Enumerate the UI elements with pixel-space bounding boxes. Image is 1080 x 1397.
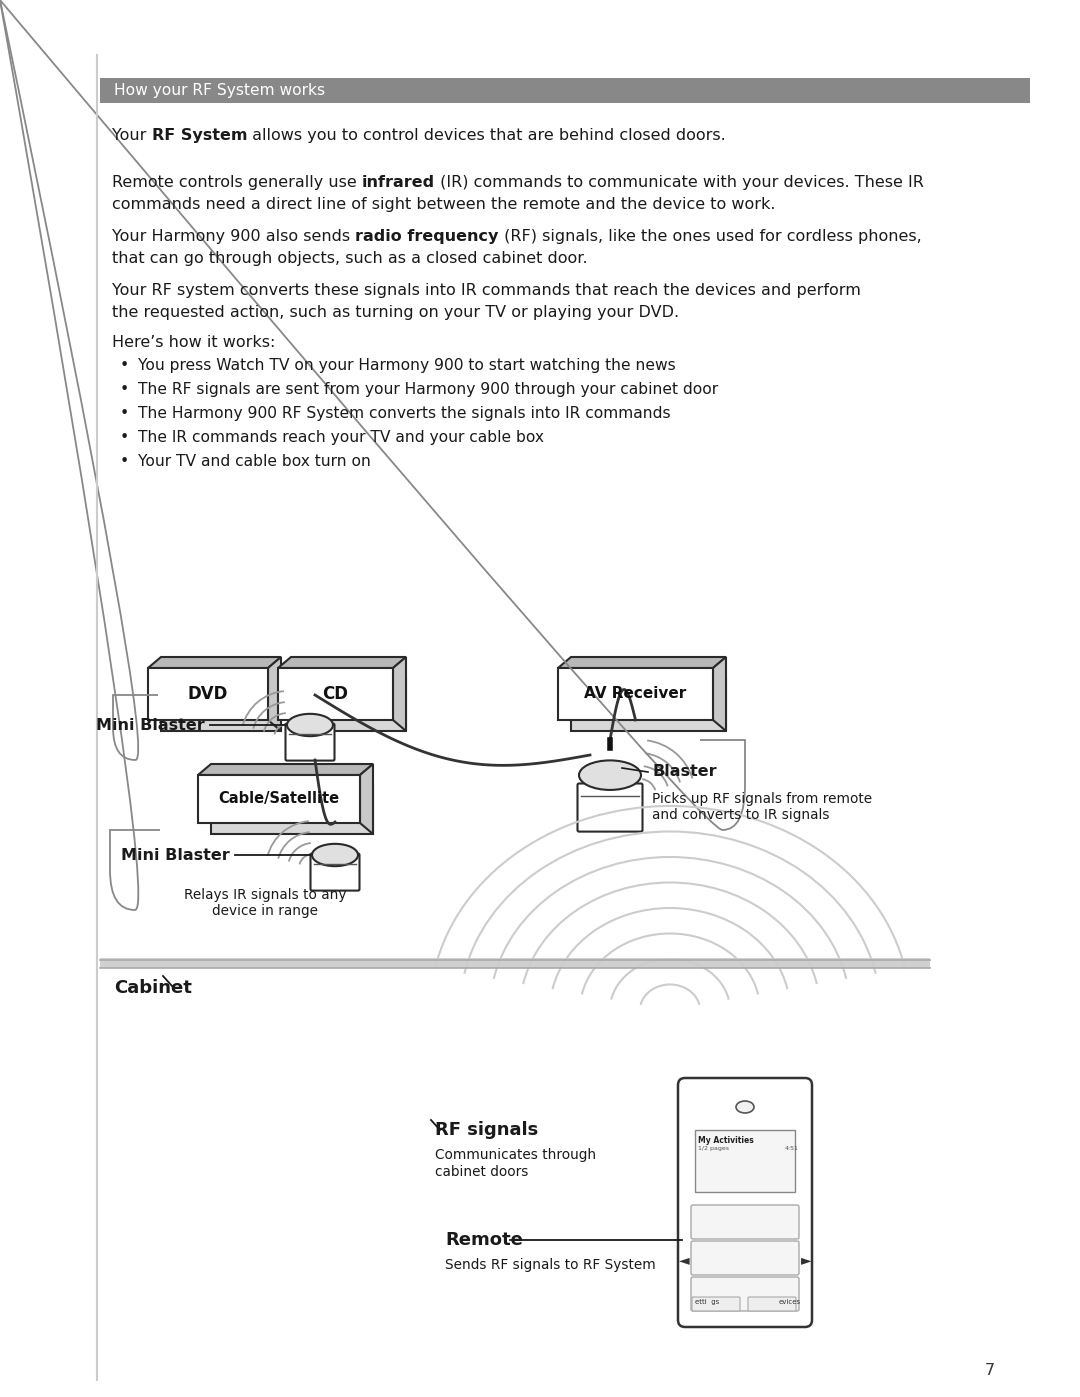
- Text: Sends RF signals to RF System: Sends RF signals to RF System: [445, 1259, 656, 1273]
- Text: the requested action, such as turning on your TV or playing your DVD.: the requested action, such as turning on…: [112, 305, 679, 320]
- FancyBboxPatch shape: [748, 1296, 796, 1310]
- Text: Here’s how it works:: Here’s how it works:: [112, 335, 275, 351]
- FancyBboxPatch shape: [148, 668, 268, 719]
- Text: Remote: Remote: [445, 1231, 523, 1249]
- Text: radio frequency: radio frequency: [355, 229, 499, 244]
- Text: cabinet doors: cabinet doors: [435, 1165, 528, 1179]
- Polygon shape: [148, 657, 281, 668]
- FancyBboxPatch shape: [198, 775, 360, 823]
- Text: RF System: RF System: [151, 129, 247, 142]
- FancyBboxPatch shape: [691, 1277, 799, 1310]
- Polygon shape: [198, 764, 373, 775]
- Text: Your: Your: [112, 129, 151, 142]
- FancyBboxPatch shape: [678, 1078, 812, 1327]
- Text: evices: evices: [779, 1299, 801, 1305]
- FancyBboxPatch shape: [691, 1241, 799, 1275]
- Text: The Harmony 900 RF System converts the signals into IR commands: The Harmony 900 RF System converts the s…: [138, 407, 671, 420]
- Text: •: •: [120, 381, 130, 397]
- Text: My Activities: My Activities: [698, 1136, 754, 1146]
- Ellipse shape: [579, 760, 642, 789]
- Text: RF signals: RF signals: [435, 1120, 538, 1139]
- FancyBboxPatch shape: [691, 1206, 799, 1239]
- Ellipse shape: [735, 1101, 754, 1113]
- Text: •: •: [120, 454, 130, 469]
- FancyBboxPatch shape: [285, 724, 335, 760]
- Text: Remote controls generally use: Remote controls generally use: [112, 175, 362, 190]
- FancyBboxPatch shape: [291, 679, 406, 731]
- Text: commands need a direct line of sight between the remote and the device to work.: commands need a direct line of sight bet…: [112, 197, 775, 212]
- Text: Mini Blaster: Mini Blaster: [96, 718, 205, 732]
- FancyBboxPatch shape: [100, 78, 1030, 103]
- FancyBboxPatch shape: [692, 1296, 740, 1310]
- Polygon shape: [268, 657, 281, 731]
- FancyBboxPatch shape: [161, 679, 281, 731]
- FancyBboxPatch shape: [696, 1130, 795, 1192]
- FancyBboxPatch shape: [311, 854, 360, 891]
- Polygon shape: [278, 657, 406, 668]
- Text: 4:51: 4:51: [785, 1146, 799, 1151]
- Polygon shape: [360, 764, 373, 834]
- Text: •: •: [120, 430, 130, 446]
- Polygon shape: [393, 657, 406, 731]
- Text: The IR commands reach your TV and your cable box: The IR commands reach your TV and your c…: [138, 430, 544, 446]
- Text: •: •: [120, 358, 130, 373]
- Text: 7: 7: [985, 1363, 995, 1377]
- Ellipse shape: [287, 714, 333, 736]
- Text: You press Watch TV on your Harmony 900 to start watching the news: You press Watch TV on your Harmony 900 t…: [138, 358, 676, 373]
- Text: How your RF System works: How your RF System works: [114, 82, 325, 98]
- Text: infrared: infrared: [362, 175, 435, 190]
- Text: Communicates through: Communicates through: [435, 1148, 596, 1162]
- Text: The RF signals are sent from your Harmony 900 through your cabinet door: The RF signals are sent from your Harmon…: [138, 381, 718, 397]
- Text: Blaster: Blaster: [652, 764, 717, 780]
- Text: DVD: DVD: [188, 685, 228, 703]
- FancyBboxPatch shape: [603, 775, 618, 785]
- Text: (RF) signals, like the ones used for cordless phones,: (RF) signals, like the ones used for cor…: [499, 229, 921, 244]
- Text: 1/2 pages: 1/2 pages: [698, 1146, 729, 1151]
- Text: Your TV and cable box turn on: Your TV and cable box turn on: [138, 454, 370, 469]
- Text: •: •: [120, 407, 130, 420]
- Text: allows you to control devices that are behind closed doors.: allows you to control devices that are b…: [247, 129, 726, 142]
- Text: Cabinet: Cabinet: [114, 979, 192, 997]
- Text: that can go through objects, such as a closed cabinet door.: that can go through objects, such as a c…: [112, 251, 588, 265]
- FancyBboxPatch shape: [558, 668, 713, 719]
- FancyBboxPatch shape: [211, 787, 373, 834]
- Text: Your RF system converts these signals into IR commands that reach the devices an: Your RF system converts these signals in…: [112, 284, 861, 298]
- Text: AV Receiver: AV Receiver: [584, 686, 687, 701]
- Text: ◄: ◄: [678, 1253, 689, 1267]
- Text: Cable/Satellite: Cable/Satellite: [218, 792, 339, 806]
- Text: Picks up RF signals from remote: Picks up RF signals from remote: [652, 792, 873, 806]
- FancyBboxPatch shape: [571, 679, 726, 731]
- Text: Relays IR signals to any: Relays IR signals to any: [184, 888, 347, 902]
- Text: and converts to IR signals: and converts to IR signals: [652, 807, 829, 821]
- Text: Mini Blaster: Mini Blaster: [121, 848, 230, 862]
- FancyBboxPatch shape: [278, 668, 393, 719]
- Text: device in range: device in range: [212, 904, 318, 918]
- Polygon shape: [558, 657, 726, 668]
- Text: ►: ►: [800, 1253, 811, 1267]
- FancyBboxPatch shape: [578, 784, 643, 831]
- Polygon shape: [713, 657, 726, 731]
- FancyBboxPatch shape: [100, 958, 930, 968]
- Text: CD: CD: [323, 685, 349, 703]
- Text: etti  gs: etti gs: [696, 1299, 719, 1305]
- Ellipse shape: [312, 844, 357, 866]
- Text: Your Harmony 900 also sends: Your Harmony 900 also sends: [112, 229, 355, 244]
- Text: (IR) commands to communicate with your devices. These IR: (IR) commands to communicate with your d…: [435, 175, 923, 190]
